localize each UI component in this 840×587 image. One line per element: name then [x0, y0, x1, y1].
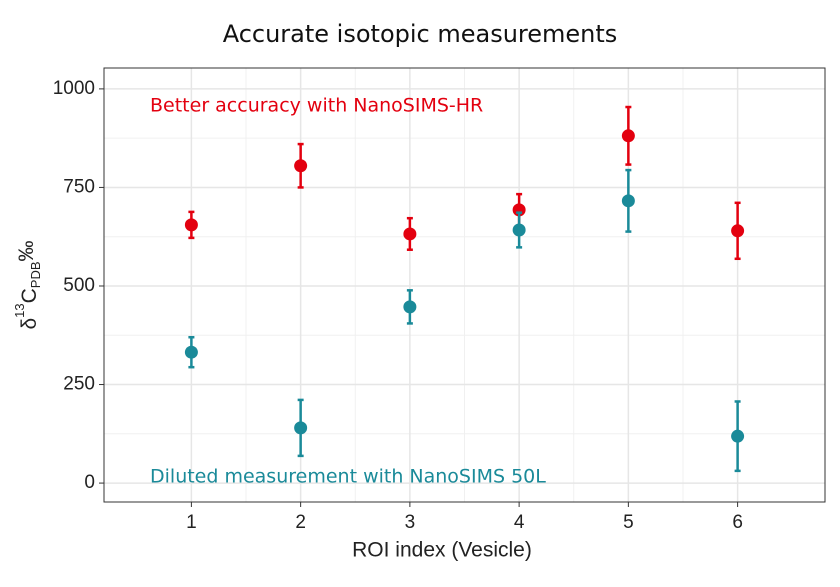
y-tick-label: 1000 — [53, 78, 95, 99]
plot-border — [103, 67, 826, 503]
point — [621, 194, 635, 208]
point — [294, 421, 308, 435]
x-tick-label: 3 — [405, 512, 416, 533]
point — [184, 345, 198, 359]
point — [731, 429, 745, 443]
y-tick-label: 500 — [63, 275, 95, 296]
y-axis-label: δ13CPDB‰ — [12, 240, 43, 329]
point — [403, 300, 417, 314]
y-label-sup: 13 — [12, 303, 27, 317]
y-label-unit: ‰ — [15, 240, 38, 261]
point — [512, 203, 526, 217]
y-label-sub: PDB — [28, 261, 43, 288]
y-tick-label: 0 — [84, 472, 95, 493]
x-tick-label: 6 — [732, 512, 743, 533]
series-annotation: Better accuracy with NanoSIMS-HR — [150, 95, 483, 117]
x-axis-label: ROI index (Vesicle) — [352, 539, 532, 562]
x-tick-label: 4 — [514, 512, 525, 533]
point — [294, 159, 308, 173]
series-annotation: Diluted measurement with NanoSIMS 50L — [150, 466, 546, 488]
point — [731, 224, 745, 238]
x-tick-label: 1 — [186, 512, 197, 533]
y-label-base: C — [18, 288, 41, 303]
y-tick-label: 250 — [63, 374, 95, 395]
y-tick-label: 750 — [63, 176, 95, 197]
chart-title: Accurate isotopic measurements — [223, 20, 618, 48]
x-tick-label: 5 — [623, 512, 634, 533]
x-tick-label: 2 — [295, 512, 306, 533]
y-label-delta: δ — [18, 318, 41, 330]
point — [512, 223, 526, 237]
point — [621, 129, 635, 143]
point — [184, 218, 198, 232]
point — [403, 227, 417, 241]
